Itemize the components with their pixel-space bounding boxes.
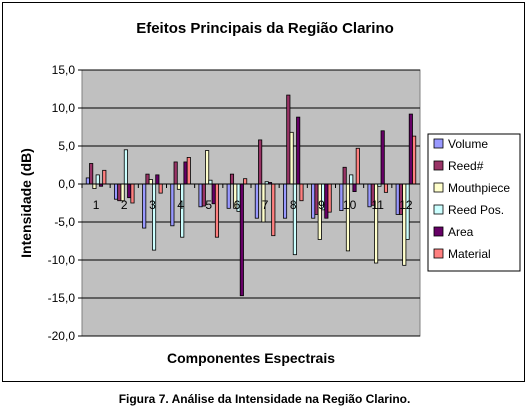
y-tick-label: 0,0 [58,177,75,191]
legend-label: Mouthpiece [448,181,510,195]
y-tick-label: 5,0 [58,139,75,153]
y-tick-label: -20,0 [48,329,76,343]
grid-lines [82,69,420,337]
legend-swatch [433,248,444,259]
bar [142,183,147,229]
y-tick-label: -15,0 [48,291,76,305]
x-category-label: 10 [343,198,357,212]
legend-label: Material [448,247,491,261]
bar [127,183,132,199]
bar [173,161,178,185]
bar [345,183,350,252]
bar [89,163,94,185]
bar [208,179,213,185]
bar [229,173,235,185]
bar [311,183,316,219]
bar [205,150,210,185]
bar [243,178,248,185]
legend-label: Area [448,225,474,239]
bar [152,183,157,251]
bar [148,179,153,185]
bar [324,183,329,219]
x-category-label: 5 [205,198,212,212]
bar-chart: Efeitos Principais da Região Clarino 15,… [18,20,521,366]
bar [170,183,175,227]
legend: Volume Reed# Mouthpiece Reed Pos. Area Materi… [427,133,521,272]
bar [289,131,294,185]
bar [292,183,297,256]
legend-swatch [433,204,444,215]
bar [226,183,231,209]
bar [299,183,304,202]
bar [352,183,357,192]
bar [355,147,360,185]
bar [271,183,276,237]
x-category-label: 12 [399,198,413,212]
bar [102,169,107,185]
bar [374,183,379,264]
bar [95,174,100,185]
bar [327,183,332,213]
bar [145,173,150,185]
legend-swatch [433,226,444,237]
legend-box [427,133,521,272]
bar [349,174,354,185]
bar [123,149,128,185]
legend-label: Volume [448,137,488,151]
legend-swatch [433,182,444,193]
y-axis-title: Intensidade (dB) [18,148,34,258]
y-tick-label: -5,0 [54,215,75,229]
legend-swatch [433,160,444,171]
legend-label: Reed Pos. [448,203,504,217]
legend-label: Reed# [448,159,484,173]
bar [186,156,191,185]
chart-title: Efeitos Principais da Região Clarino [136,20,394,37]
bar [158,183,163,194]
x-category-label: 6 [234,198,241,212]
figure-caption: Figura 7. Análise da Intensidade na Regi… [118,392,411,406]
bar [92,183,97,189]
x-category-label: 4 [177,198,184,212]
y-tick-label: 15,0 [52,63,76,77]
bar [211,183,216,205]
legend-swatch [433,138,444,149]
y-tick-label: -10,0 [48,253,76,267]
x-axis-title: Componentes Espectrais [167,350,335,366]
bars [85,94,417,297]
bar [402,183,407,266]
y-tick-label: 10,0 [52,101,76,115]
bar [176,183,181,190]
bar [286,94,291,185]
bar [383,183,389,193]
bar [85,177,90,185]
bar [282,183,288,219]
bar [113,183,119,200]
bar [408,113,413,185]
x-category-label: 8 [290,198,297,212]
bar [296,116,301,185]
x-category-label: 11 [372,198,385,212]
x-category-label: 1 [93,198,100,212]
bar [214,183,220,238]
bar [198,183,203,208]
y-axis-ticks: 15,0 10,0 5,0 0,0 -5,0 -10,0 -15,0 -20,0 [48,63,82,343]
bar [380,130,385,185]
plot-area [81,69,421,337]
x-category-label: 3 [149,198,156,212]
bar [342,166,347,185]
bar [183,161,188,185]
bar [155,174,160,185]
bar [239,183,244,297]
bar [254,183,259,219]
chart-frame: Efeitos Principais da Região Clarino 15,… [2,2,525,382]
bar [412,135,417,185]
x-category-label: 7 [262,198,269,212]
x-axis-categories: 1 2 3 4 5 6 7 8 9 10 11 12 [81,184,413,212]
bar [130,183,135,204]
x-category-label: 9 [318,198,325,212]
x-category-label: 2 [121,198,128,212]
bar [258,139,263,185]
